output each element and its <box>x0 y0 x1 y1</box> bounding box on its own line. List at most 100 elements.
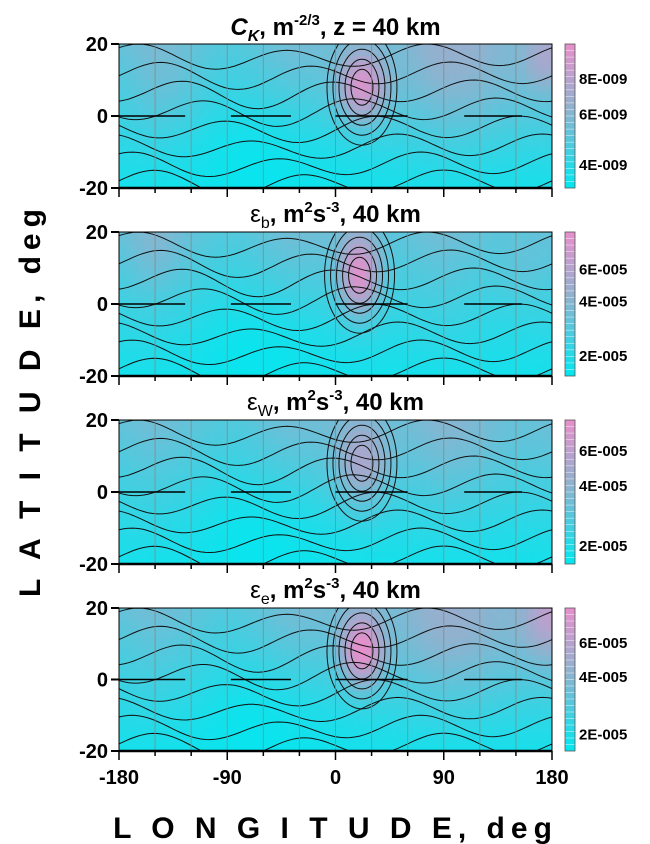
heatmap-cell <box>527 116 535 123</box>
heatmap-cell <box>437 444 445 451</box>
heatmap-cell <box>119 522 126 529</box>
heatmap-cell <box>419 316 427 323</box>
heatmap-cell <box>323 480 331 487</box>
heatmap-cell <box>257 426 264 433</box>
heatmap-cell <box>473 304 481 311</box>
heatmap-cell <box>191 322 198 329</box>
heatmap-cell <box>161 170 168 177</box>
heatmap-cell <box>467 274 475 281</box>
heatmap-cell <box>275 116 282 123</box>
heatmap-cell <box>431 262 439 269</box>
heatmap-cell <box>203 244 210 251</box>
heatmap-cell <box>257 92 264 99</box>
heatmap-cell <box>395 280 403 287</box>
heatmap-cell <box>431 280 439 287</box>
heatmap-cell <box>275 474 282 481</box>
heatmap-cell <box>263 116 270 123</box>
heatmap-cell <box>161 68 168 75</box>
heatmap-cell <box>131 98 138 105</box>
heatmap-cell <box>149 164 156 171</box>
heatmap-cell <box>173 98 180 105</box>
heatmap-cell <box>143 364 150 371</box>
heatmap-cell <box>371 528 379 535</box>
heatmap-cell <box>353 232 361 239</box>
heatmap-cell <box>119 170 126 177</box>
heatmap-cell <box>275 164 282 171</box>
heatmap-cell <box>437 504 445 511</box>
heatmap-cell <box>185 468 192 475</box>
heatmap-cell <box>239 468 246 475</box>
heatmap-cell <box>371 140 379 147</box>
heatmap-cell <box>389 74 397 81</box>
heatmap-cell <box>143 426 150 433</box>
heatmap-cell <box>401 164 409 171</box>
heatmap-cell <box>443 274 451 281</box>
heatmap-cell <box>269 474 276 481</box>
heatmap-cell <box>137 534 144 541</box>
heatmap-cell <box>197 250 204 257</box>
heatmap-cell <box>119 128 126 135</box>
heatmap-cell <box>401 516 409 523</box>
heatmap-cell <box>173 146 180 153</box>
heatmap-cell <box>335 182 343 188</box>
heatmap-cell <box>131 358 138 365</box>
heatmap-cell <box>137 274 144 281</box>
heatmap-cell <box>275 44 282 51</box>
heatmap-cell <box>341 158 349 165</box>
heatmap-cell <box>227 128 234 135</box>
heatmap-cell <box>455 116 463 123</box>
heatmap-cell <box>377 170 385 177</box>
heatmap-cell <box>383 480 391 487</box>
heatmap-cell <box>293 358 301 365</box>
heatmap-cell <box>149 328 156 335</box>
heatmap-cell <box>323 340 331 347</box>
heatmap-cell <box>527 110 535 117</box>
heatmap-cell <box>299 558 307 564</box>
heatmap-cell <box>413 534 421 541</box>
heatmap-cell <box>467 140 475 147</box>
heatmap-cell <box>209 370 216 376</box>
heatmap-cell <box>293 492 301 499</box>
heatmap-cell <box>269 328 276 335</box>
heatmap-cell <box>329 558 337 564</box>
heatmap-cell <box>539 176 547 183</box>
heatmap-cell <box>293 540 301 547</box>
heatmap-cell <box>293 44 301 51</box>
heatmap-cell <box>215 74 222 81</box>
heatmap-cell <box>209 170 216 177</box>
heatmap-cell <box>413 486 421 493</box>
heatmap-cell <box>209 152 216 159</box>
heatmap-cell <box>347 110 355 117</box>
heatmap-cell <box>347 170 355 177</box>
heatmap-cell <box>311 98 319 105</box>
heatmap-cell <box>335 232 343 239</box>
heatmap-cell <box>263 340 270 347</box>
heatmap-cell <box>335 558 343 564</box>
heatmap-cell <box>203 128 210 135</box>
heatmap-cell <box>137 68 144 75</box>
heatmap-cell <box>479 280 487 287</box>
heatmap-cell <box>227 346 234 353</box>
heatmap-cell <box>191 134 198 141</box>
heatmap-cell <box>485 158 493 165</box>
heatmap-cell <box>209 292 216 299</box>
heatmap-cell <box>359 80 367 87</box>
heatmap-cell <box>413 370 421 376</box>
heatmap-cell <box>425 432 433 439</box>
heatmap-cell <box>203 104 210 111</box>
heatmap-cell <box>197 504 204 511</box>
heatmap-cell <box>227 474 234 481</box>
heatmap-cell <box>449 274 457 281</box>
heatmap-cell <box>197 444 204 451</box>
heatmap-cell <box>251 552 258 559</box>
heatmap-cell <box>245 474 252 481</box>
heatmap-cell <box>179 334 186 341</box>
heatmap-cell <box>197 420 204 427</box>
heatmap-cell <box>377 116 385 123</box>
heatmap-cell <box>119 98 126 105</box>
heatmap-cell <box>359 450 367 457</box>
heatmap-cell <box>221 140 228 147</box>
heatmap-cell <box>383 122 391 129</box>
heatmap-cell <box>407 438 415 445</box>
heatmap-cell <box>353 116 361 123</box>
